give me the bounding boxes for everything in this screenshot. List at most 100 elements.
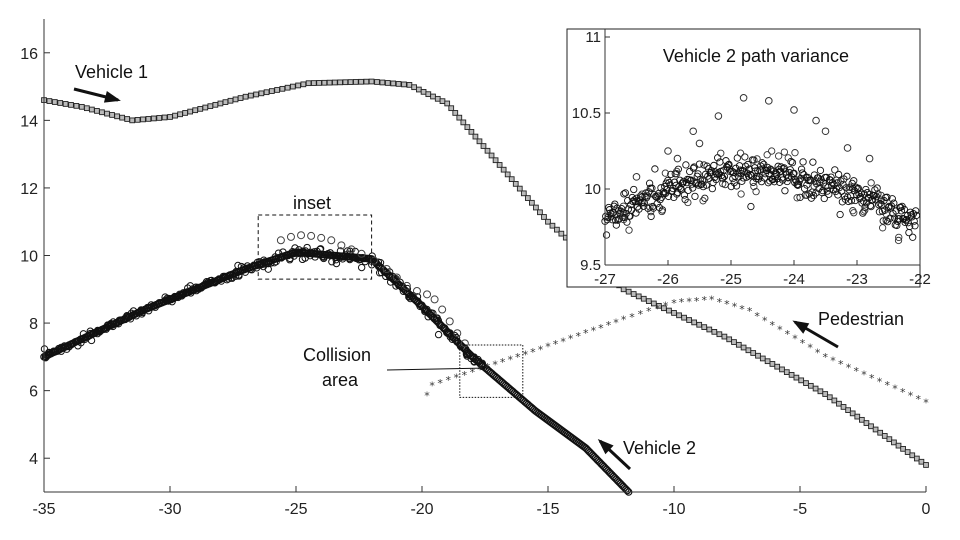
inset-circle-marker <box>825 190 833 198</box>
inset-scatter-marker <box>673 170 681 178</box>
inset-circle-marker <box>612 221 620 229</box>
collision-label-line2: area <box>322 370 359 390</box>
inset-circle-marker <box>724 161 732 169</box>
vehicle1-square-marker <box>533 204 539 211</box>
inset-circle-marker <box>911 222 919 230</box>
vehicle2-circle-marker <box>332 259 341 268</box>
inset-scatter-marker <box>894 236 903 245</box>
vehicle1-square-marker <box>337 79 343 86</box>
inset-outlier-marker <box>695 139 704 148</box>
pedestrian-star-marker: * <box>638 308 644 321</box>
inset-circle-marker <box>647 212 655 221</box>
inset-circle-marker <box>744 160 752 169</box>
collision-region-box <box>459 344 524 398</box>
vehicle1-square-marker <box>247 92 254 99</box>
vehicle1-square-marker <box>326 79 333 86</box>
inset-circle-marker <box>620 190 628 198</box>
vehicle2-circle-marker <box>303 243 311 252</box>
vehicle2-circle-marker <box>234 261 242 270</box>
vehicle1-square-marker <box>549 222 556 229</box>
vehicle1-square-marker <box>300 81 307 88</box>
inset-circle-marker <box>650 191 658 199</box>
vehicle2-circle-marker <box>357 263 366 272</box>
vehicle1-square-marker <box>711 329 718 335</box>
vehicle2-circle-marker <box>395 281 403 290</box>
vehicle1-square-marker <box>182 110 188 116</box>
pedestrian-star-marker: * <box>445 374 451 387</box>
vehicle1-square-marker <box>701 324 708 330</box>
inset-circle-marker <box>787 157 795 166</box>
vehicle1-square-marker <box>524 195 531 201</box>
vehicle1-square-marker <box>681 314 687 321</box>
vehicle2-circle-marker <box>470 353 478 361</box>
pedestrian-star-marker: * <box>908 389 914 402</box>
vehicle1-square-marker <box>430 93 436 100</box>
pedestrian-star-marker: * <box>923 396 929 409</box>
inset-scatter-marker <box>877 191 885 199</box>
vehicle2-outlier-marker <box>423 290 432 299</box>
vehicle1-square-marker <box>119 114 125 121</box>
inset-scatter-marker <box>832 176 841 184</box>
vehicle1-square-marker <box>745 347 752 354</box>
vehicle1-label: Vehicle 1 <box>75 62 148 82</box>
inset-circle-marker <box>688 180 696 188</box>
vehicle2-circle-marker <box>155 299 164 307</box>
inset-circle-marker <box>912 207 920 215</box>
inset-circle-marker <box>777 163 785 171</box>
inset-circle-marker <box>682 161 690 169</box>
vehicle1-square-marker <box>630 291 637 297</box>
inset-scatter-marker <box>717 149 725 157</box>
vehicle2-circle-marker <box>380 267 388 276</box>
inset-circle-marker <box>680 191 689 199</box>
inset-scatter-marker <box>646 203 654 211</box>
inset-circle-marker <box>902 216 910 224</box>
inset-scatter-marker <box>785 169 794 177</box>
vehicle1-square-marker <box>439 98 446 104</box>
vehicle2-circle-marker <box>336 254 344 262</box>
vehicle1-square-marker <box>812 385 819 392</box>
vehicle1-square-marker <box>868 423 874 430</box>
vehicle1-square-marker <box>769 361 776 367</box>
inset-plot-marks <box>601 94 921 245</box>
pedestrian-star-marker: * <box>815 346 821 359</box>
vehicle1-square-marker <box>750 350 757 356</box>
vehicle1-square-marker <box>94 108 100 114</box>
vehicle2-outlier-marker <box>276 236 285 245</box>
inset-scatter-marker <box>803 191 811 199</box>
vehicle1-square-marker <box>895 442 902 449</box>
vehicle1-square-marker <box>401 81 407 88</box>
vehicle1-square-marker <box>731 339 737 345</box>
main-y-tick-label: 14 <box>20 113 38 130</box>
vehicle1-square-marker <box>212 101 219 108</box>
vehicle1-square-marker <box>508 176 515 182</box>
inset-x-tick-label: -26 <box>657 271 679 288</box>
inset-circle-marker <box>664 176 672 185</box>
vehicle2-circle-marker <box>48 349 56 357</box>
pedestrian-star-marker: * <box>762 314 768 327</box>
vehicle1-square-marker <box>900 445 906 452</box>
vehicle2-circle-marker <box>463 349 471 358</box>
vehicle1-square-marker <box>488 152 495 159</box>
vehicle1-square-marker <box>68 102 74 108</box>
vehicle1-square-marker <box>448 105 455 112</box>
inset-circle-marker <box>739 174 747 182</box>
vehicle2-outlier-marker <box>357 249 366 258</box>
vehicle1-square-marker <box>347 79 354 85</box>
inset-scatter-marker <box>619 211 628 219</box>
vehicle1-square-marker <box>554 226 560 233</box>
vehicle1-square-marker <box>140 116 146 123</box>
vehicle2-circle-marker <box>316 245 325 253</box>
inset-circle-marker <box>851 196 859 205</box>
inset-circle-marker <box>621 189 630 197</box>
vehicle1-square-marker <box>444 100 451 107</box>
vehicle2-circle-marker <box>623 486 632 495</box>
vehicle1-square-marker <box>242 93 249 100</box>
vehicle2-circle-marker <box>368 252 376 260</box>
pedestrian-label: Pedestrian <box>818 309 904 329</box>
vehicle1-square-marker <box>253 91 259 98</box>
vehicle2-circle-marker <box>213 276 222 285</box>
inset-scatter-marker <box>839 181 847 189</box>
pedestrian-star-marker: * <box>915 393 921 406</box>
vehicle1-square-marker <box>284 84 291 91</box>
inset-circle-marker <box>775 165 783 174</box>
